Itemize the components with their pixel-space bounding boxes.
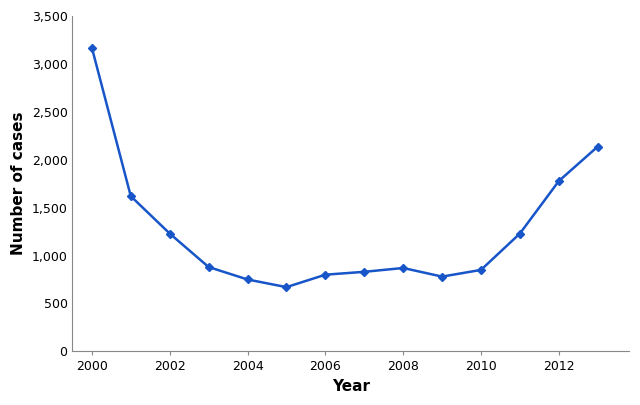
Y-axis label: Number of cases: Number of cases (11, 112, 26, 256)
X-axis label: Year: Year (332, 379, 370, 394)
